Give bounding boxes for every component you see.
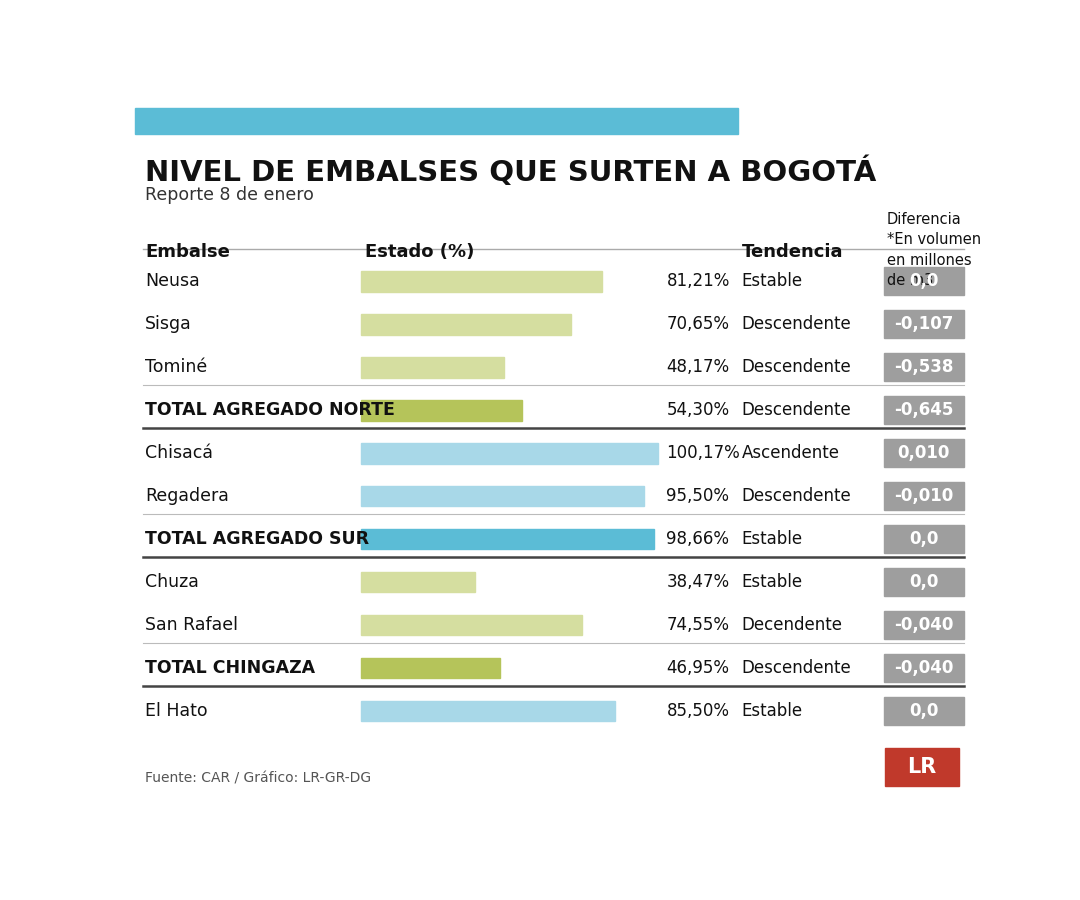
Text: 0,0: 0,0 [909, 272, 939, 290]
Text: Descendente: Descendente [742, 659, 851, 677]
Text: Regadera: Regadera [145, 487, 229, 505]
Text: Tominé: Tominé [145, 358, 207, 376]
Text: TOTAL AGREGADO SUR: TOTAL AGREGADO SUR [145, 530, 369, 548]
Bar [361, 486, 645, 507]
Text: San Rafael: San Rafael [145, 616, 238, 634]
Text: 54,30%: 54,30% [666, 401, 730, 419]
Bar [885, 654, 963, 682]
Bar [361, 356, 504, 378]
Text: El Hato: El Hato [145, 702, 207, 720]
Text: TOTAL AGREGADO NORTE: TOTAL AGREGADO NORTE [145, 401, 395, 419]
Text: Estable: Estable [742, 573, 802, 591]
Bar [361, 615, 582, 635]
Text: NIVEL DE EMBALSES QUE SURTEN A BOGOTÁ: NIVEL DE EMBALSES QUE SURTEN A BOGOTÁ [145, 157, 876, 187]
Text: Descendente: Descendente [742, 358, 851, 376]
Text: -0,538: -0,538 [894, 358, 954, 376]
Bar [885, 526, 963, 553]
Bar [361, 700, 615, 721]
Text: Descendente: Descendente [742, 401, 851, 419]
Bar [361, 658, 500, 679]
Bar [885, 568, 963, 596]
Text: Estable: Estable [742, 702, 802, 720]
Bar [361, 443, 658, 464]
Text: Chisacá: Chisacá [145, 444, 213, 462]
Text: Fuente: CAR / Gráfico: LR-GR-DG: Fuente: CAR / Gráfico: LR-GR-DG [145, 772, 372, 786]
Bar [361, 271, 602, 292]
Bar [885, 697, 963, 724]
Text: 46,95%: 46,95% [666, 659, 729, 677]
Text: -0,107: -0,107 [894, 315, 954, 333]
Text: Neusa: Neusa [145, 272, 200, 290]
Text: Decendente: Decendente [742, 616, 842, 634]
Text: 70,65%: 70,65% [666, 315, 729, 333]
Text: 74,55%: 74,55% [666, 616, 729, 634]
Text: 85,50%: 85,50% [666, 702, 729, 720]
Text: Ascendente: Ascendente [742, 444, 840, 462]
Text: -0,040: -0,040 [894, 616, 954, 634]
Bar [885, 748, 959, 786]
Text: Tendencia: Tendencia [742, 243, 843, 261]
Text: -0,010: -0,010 [894, 487, 954, 505]
Text: Embalse: Embalse [145, 243, 230, 261]
Text: Descendente: Descendente [742, 315, 851, 333]
Text: Estado (%): Estado (%) [365, 243, 474, 261]
Text: Sisga: Sisga [145, 315, 192, 333]
Text: Descendente: Descendente [742, 487, 851, 505]
Bar [885, 354, 963, 381]
Text: Reporte 8 de enero: Reporte 8 de enero [145, 185, 314, 203]
Text: 38,47%: 38,47% [666, 573, 730, 591]
Bar [361, 400, 522, 420]
Bar [885, 396, 963, 424]
Text: -0,645: -0,645 [894, 401, 954, 419]
Bar [885, 267, 963, 295]
Text: Estable: Estable [742, 530, 802, 548]
Bar [361, 528, 653, 549]
Text: 81,21%: 81,21% [666, 272, 730, 290]
Text: 98,66%: 98,66% [666, 530, 729, 548]
Bar [135, 108, 738, 134]
Text: Chuza: Chuza [145, 573, 199, 591]
Text: TOTAL CHINGAZA: TOTAL CHINGAZA [145, 659, 315, 677]
Bar [361, 314, 570, 335]
Text: LR: LR [907, 757, 936, 777]
Text: 0,0: 0,0 [909, 530, 939, 548]
Bar [361, 572, 475, 592]
Text: Diferencia
*En volumen
en millones
de m3: Diferencia *En volumen en millones de m3 [887, 212, 981, 288]
Bar [885, 482, 963, 510]
Text: 48,17%: 48,17% [666, 358, 730, 376]
Text: 95,50%: 95,50% [666, 487, 729, 505]
Bar [885, 611, 963, 639]
Text: 100,17%: 100,17% [666, 444, 740, 462]
Text: 0,010: 0,010 [897, 444, 950, 462]
Text: -0,040: -0,040 [894, 659, 954, 677]
Bar [885, 310, 963, 338]
Text: 0,0: 0,0 [909, 702, 939, 720]
Text: Estable: Estable [742, 272, 802, 290]
Bar [885, 439, 963, 467]
Text: 0,0: 0,0 [909, 573, 939, 591]
